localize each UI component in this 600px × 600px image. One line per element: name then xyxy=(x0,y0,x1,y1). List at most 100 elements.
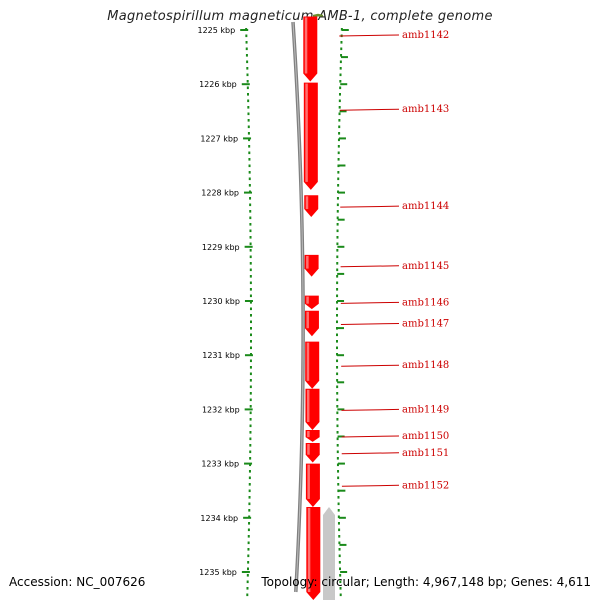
ruler-dot xyxy=(249,203,252,207)
ruler-dot xyxy=(337,171,340,174)
ruler-dot xyxy=(249,242,252,246)
ruler-dot xyxy=(249,346,252,350)
ruler-dot xyxy=(249,210,252,213)
ruler-dot xyxy=(247,119,250,122)
gene-label-amb1145[interactable]: amb1145 xyxy=(402,261,449,272)
ruler-dot xyxy=(336,288,339,291)
ruler-dot xyxy=(249,281,252,285)
gene-label-amb1143[interactable]: amb1143 xyxy=(402,104,449,115)
ruler-dot xyxy=(246,567,249,571)
gene-label-amb1148[interactable]: amb1148 xyxy=(402,360,449,371)
ruler-dot xyxy=(336,372,339,376)
ruler-dot xyxy=(249,288,252,291)
ruler-dot xyxy=(336,255,339,259)
gene-label-amb1142[interactable]: amb1142 xyxy=(402,30,449,41)
ruler-dot xyxy=(336,216,339,220)
ruler-dot xyxy=(339,580,342,584)
gene-label-leader xyxy=(340,301,400,304)
ruler-dot xyxy=(337,145,340,148)
ruler-dot xyxy=(336,275,339,278)
ruler-dot xyxy=(339,80,342,83)
ruler-dot xyxy=(338,132,341,135)
ruler-tick xyxy=(337,462,345,465)
ruler-dot xyxy=(248,158,251,161)
ruler-tick xyxy=(338,516,346,519)
ruler-dot xyxy=(246,60,249,64)
ruler-dot xyxy=(247,112,250,116)
gene-arrow xyxy=(323,506,335,600)
ruler-dot xyxy=(249,424,252,428)
ruler-dot xyxy=(249,320,252,324)
ruler-dot xyxy=(247,541,250,545)
tick-label: 1234 kbp xyxy=(200,514,238,523)
ruler-dot xyxy=(248,145,251,148)
right-tick-ruler xyxy=(336,28,349,597)
ruler-major-tick xyxy=(244,462,253,465)
ruler-dot xyxy=(247,554,250,558)
ruler-dot xyxy=(336,411,339,415)
ruler-dot xyxy=(246,86,249,90)
ruler-dot xyxy=(339,86,342,90)
ruler-dot xyxy=(336,457,339,460)
ruler-major-tick xyxy=(243,516,252,519)
gene-arrow-shine xyxy=(306,342,310,381)
ruler-dot xyxy=(249,223,252,226)
ruler-dot xyxy=(248,171,251,174)
ruler-dot xyxy=(336,223,339,226)
ruler-dot xyxy=(245,41,248,44)
ruler-major-tick xyxy=(244,354,253,357)
ruler-dot xyxy=(245,47,248,51)
ruler-dot xyxy=(246,574,249,577)
backbone xyxy=(291,21,305,593)
gene-label-amb1151[interactable]: amb1151 xyxy=(402,448,449,459)
tick-label: 1232 kbp xyxy=(202,405,240,414)
gene-track xyxy=(303,13,335,600)
ruler-dot xyxy=(247,548,250,551)
ruler-dot xyxy=(338,554,341,558)
ruler-dot xyxy=(336,463,339,467)
ruler-dot xyxy=(337,158,340,161)
ruler-dot xyxy=(249,333,252,337)
ruler-dot xyxy=(249,268,252,272)
ruler-dot xyxy=(248,502,251,506)
ruler-dot xyxy=(249,307,252,311)
ruler-dot xyxy=(246,587,249,590)
ruler-dot xyxy=(336,353,339,356)
ruler-dot xyxy=(249,249,252,252)
left-tick-ruler xyxy=(240,28,253,597)
ruler-tick xyxy=(337,327,345,330)
gene-label-amb1150[interactable]: amb1150 xyxy=(402,431,449,442)
gene-label-amb1144[interactable]: amb1144 xyxy=(402,201,449,212)
ruler-dot xyxy=(246,73,249,77)
ruler-dot xyxy=(245,34,248,38)
ruler-tick xyxy=(337,300,345,302)
gene-label-amb1146[interactable]: amb1146 xyxy=(402,297,449,308)
ruler-dot xyxy=(249,418,252,421)
gene-label-amb1147[interactable]: amb1147 xyxy=(402,318,449,329)
gene-label-amb1152[interactable]: amb1152 xyxy=(402,480,449,491)
ruler-dot xyxy=(339,593,342,597)
tick-label: 1231 kbp xyxy=(202,351,240,360)
ruler-dot xyxy=(249,463,252,467)
backbone-highlight xyxy=(292,21,304,593)
ruler-dot xyxy=(249,359,252,363)
ruler-dot xyxy=(339,587,342,590)
ruler-dot xyxy=(340,47,343,51)
ruler-dot xyxy=(336,333,339,337)
ruler-dot xyxy=(249,437,252,441)
ruler-dot xyxy=(336,437,339,441)
ruler-dot xyxy=(337,476,340,480)
gene-label-leader xyxy=(341,408,400,411)
ruler-dot xyxy=(337,509,340,512)
gene-arrow-shine xyxy=(306,296,309,304)
gene-arrow-shine xyxy=(306,255,309,269)
ruler-dot xyxy=(249,366,252,369)
ruler-dot xyxy=(336,450,339,454)
gene-label-amb1149[interactable]: amb1149 xyxy=(402,404,449,415)
ruler-dot xyxy=(248,138,251,142)
ruler-dot xyxy=(337,177,340,181)
ruler-dot xyxy=(338,535,341,538)
ruler-dot xyxy=(249,301,252,304)
ruler-dot xyxy=(247,561,250,564)
tick-label: 1233 kbp xyxy=(201,460,239,469)
